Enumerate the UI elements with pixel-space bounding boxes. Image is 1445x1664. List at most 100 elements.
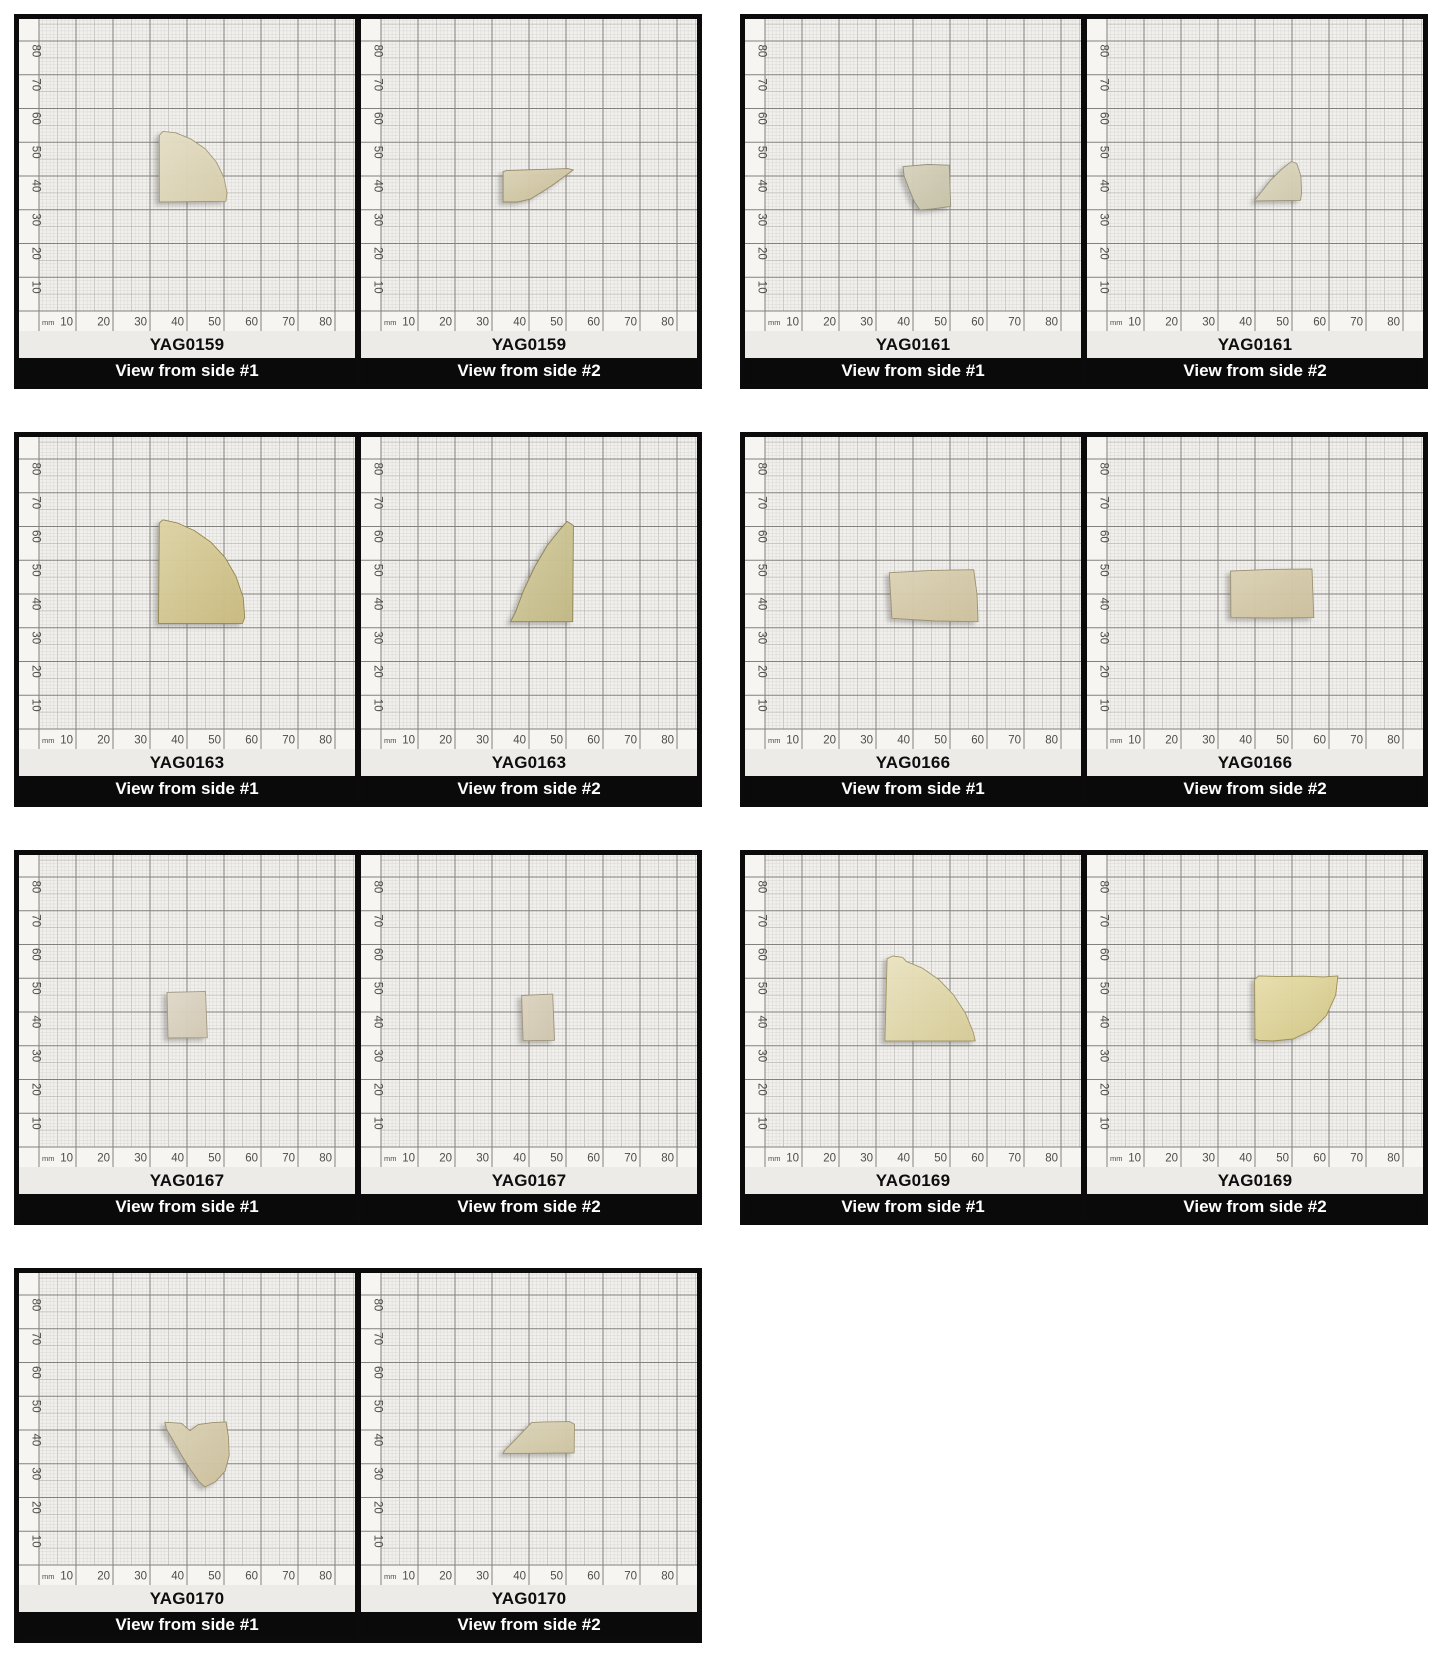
- sample-id-label: YAG0166: [745, 749, 1081, 776]
- view-label-bar: View from side #1: [19, 776, 355, 802]
- photo-side1: 10 20 30 40 50 60 70 80 mm 10 20 30 40 50 60 70 80: [19, 855, 355, 1167]
- x-axis-tick-label: 30: [134, 1153, 147, 1165]
- x-axis-tick-label: 50: [934, 1153, 947, 1165]
- sample-id-label: YAG0161: [745, 331, 1081, 358]
- photo-side1: 10 20 30 40 50 60 70 80 mm 10 20 30 40 50 60 70 80: [745, 855, 1081, 1167]
- y-axis-tick-label: 30: [756, 631, 768, 644]
- axis-unit-label: mm: [384, 1154, 397, 1163]
- x-axis-tick-label: 70: [282, 735, 295, 747]
- x-axis-tick-label: 30: [860, 735, 873, 747]
- y-axis-tick-label: 10: [372, 281, 384, 294]
- x-axis-tick-label: 60: [245, 735, 258, 747]
- y-axis-tick-label: 60: [30, 948, 42, 961]
- y-axis-tick-label: 50: [1098, 564, 1110, 577]
- x-axis-tick-label: 20: [439, 735, 452, 747]
- y-axis-tick-label: 60: [372, 1366, 384, 1379]
- y-axis-tick-label: 30: [756, 1049, 768, 1062]
- y-axis-tick-label: 60: [30, 530, 42, 543]
- x-axis-tick-label: 80: [1045, 317, 1058, 329]
- x-axis-tick-label: 60: [587, 1571, 600, 1583]
- y-axis-tick-label: 80: [30, 881, 42, 894]
- graph-photo: 10 20 30 40 50 60 70 80 mm 10 20 30 40 50 60 70 80: [745, 855, 1081, 1167]
- view-label-bar: View from side #1: [745, 776, 1081, 802]
- x-axis-tick-label: 20: [823, 1153, 836, 1165]
- y-axis-tick-label: 10: [756, 699, 768, 712]
- y-axis-tick-label: 60: [756, 948, 768, 961]
- axis-unit-label: mm: [384, 1572, 397, 1581]
- x-axis-tick-label: 60: [971, 317, 984, 329]
- crystal-sample: [164, 1421, 230, 1488]
- x-axis-tick-label: 40: [171, 735, 184, 747]
- view-column: 10 20 30 40 50 60 70 80 mm 10 20 30 40 50 60 70 80 YAG016…: [1087, 437, 1423, 802]
- x-axis-tick-label: 20: [1165, 1153, 1178, 1165]
- y-axis-tick-label: 10: [30, 699, 42, 712]
- x-axis-tick-label: 80: [661, 1571, 674, 1583]
- x-axis-tick-label: 70: [282, 317, 295, 329]
- y-axis-tick-label: 80: [756, 45, 768, 58]
- y-axis-tick-label: 40: [756, 598, 768, 611]
- view-column: 10 20 30 40 50 60 70 80 mm 10 20 30 40 50 60 70 80 YAG016…: [1087, 855, 1423, 1220]
- x-axis-tick-label: 20: [439, 317, 452, 329]
- x-axis-tick-label: 60: [587, 317, 600, 329]
- graph-photo: 10 20 30 40 50 60 70 80 mm 10 20 30 40 50 60 70 80: [361, 1273, 697, 1585]
- photo-side2: 10 20 30 40 50 60 70 80 mm 10 20 30 40 50 60 70 80: [1087, 437, 1423, 749]
- graph-photo: 10 20 30 40 50 60 70 80 mm 10 20 30 40 50 60 70 80: [1087, 855, 1423, 1167]
- x-axis-tick-label: 60: [1313, 735, 1326, 747]
- y-axis-tick-label: 40: [30, 180, 42, 193]
- x-axis-tick-label: 60: [587, 1153, 600, 1165]
- x-axis-tick-label: 30: [476, 317, 489, 329]
- axis-unit-label: mm: [42, 736, 55, 745]
- x-axis-tick-label: 60: [245, 1571, 258, 1583]
- view-label-bar: View from side #1: [745, 1194, 1081, 1220]
- x-axis-tick-label: 50: [1276, 1153, 1289, 1165]
- y-axis-tick-label: 50: [30, 982, 42, 995]
- x-axis-tick-label: 40: [513, 1571, 526, 1583]
- y-axis-tick-label: 20: [30, 1501, 42, 1514]
- crystal-sample: [1254, 975, 1339, 1042]
- view-label-bar: View from side #2: [361, 358, 697, 384]
- crystal-sample: [1253, 161, 1303, 202]
- x-axis-tick-label: 20: [439, 1571, 452, 1583]
- y-axis-tick-label: 10: [372, 1535, 384, 1548]
- view-column: 10 20 30 40 50 60 70 80 mm 10 20 30 40 50 60 70 80 YAG015…: [19, 19, 355, 384]
- graph-photo: 10 20 30 40 50 60 70 80 mm 10 20 30 40 50 60 70 80: [361, 437, 697, 749]
- y-axis-tick-label: 60: [372, 530, 384, 543]
- figure-grid: 10 20 30 40 50 60 70 80 mm 10 20 30 40 50 60 70 80 YAG015…: [14, 14, 1428, 1643]
- x-axis-tick-label: 30: [476, 1571, 489, 1583]
- y-axis-tick-label: 30: [1098, 631, 1110, 644]
- x-axis-tick-label: 80: [319, 735, 332, 747]
- photo-side1: 10 20 30 40 50 60 70 80 mm 10 20 30 40 50 60 70 80: [19, 437, 355, 749]
- crystal-sample: [502, 168, 574, 203]
- y-axis-tick-label: 50: [30, 146, 42, 159]
- x-axis-tick-label: 80: [319, 1571, 332, 1583]
- x-axis-tick-label: 30: [134, 1571, 147, 1583]
- x-axis-tick-label: 20: [1165, 317, 1178, 329]
- x-axis-tick-label: 50: [1276, 317, 1289, 329]
- view-label-bar: View from side #2: [1087, 1194, 1423, 1220]
- y-axis-tick-label: 50: [30, 564, 42, 577]
- x-axis-tick-label: 10: [60, 1153, 73, 1165]
- view-column: 10 20 30 40 50 60 70 80 mm 10 20 30 40 50 60 70 80 YAG016…: [19, 437, 355, 802]
- y-axis-tick-label: 10: [1098, 1117, 1110, 1130]
- x-axis-tick-label: 50: [934, 735, 947, 747]
- y-axis-tick-label: 10: [756, 1117, 768, 1130]
- y-axis-tick-label: 80: [30, 1299, 42, 1312]
- x-axis-tick-label: 70: [624, 317, 637, 329]
- y-axis-tick-label: 30: [372, 1467, 384, 1480]
- sample-panel: 10 20 30 40 50 60 70 80 mm 10 20 30 40 50 60 70 80 YAG016…: [14, 850, 702, 1225]
- y-axis-tick-label: 70: [1098, 914, 1110, 927]
- y-axis-tick-label: 30: [756, 213, 768, 226]
- x-axis-tick-label: 50: [550, 735, 563, 747]
- y-axis-tick-label: 70: [30, 1332, 42, 1345]
- x-axis-tick-label: 80: [661, 1153, 674, 1165]
- y-axis-tick-label: 70: [372, 1332, 384, 1345]
- sample-id-label: YAG0163: [361, 749, 697, 776]
- view-label-bar: View from side #2: [361, 1194, 697, 1220]
- y-axis-tick-label: 60: [30, 112, 42, 125]
- x-axis-tick-label: 50: [208, 735, 221, 747]
- photo-side2: 10 20 30 40 50 60 70 80 mm 10 20 30 40 50 60 70 80: [361, 855, 697, 1167]
- y-axis-tick-label: 30: [1098, 1049, 1110, 1062]
- x-axis-tick-label: 60: [1313, 1153, 1326, 1165]
- x-axis-tick-label: 70: [282, 1571, 295, 1583]
- photo-side1: 10 20 30 40 50 60 70 80 mm 10 20 30 40 50 60 70 80: [745, 437, 1081, 749]
